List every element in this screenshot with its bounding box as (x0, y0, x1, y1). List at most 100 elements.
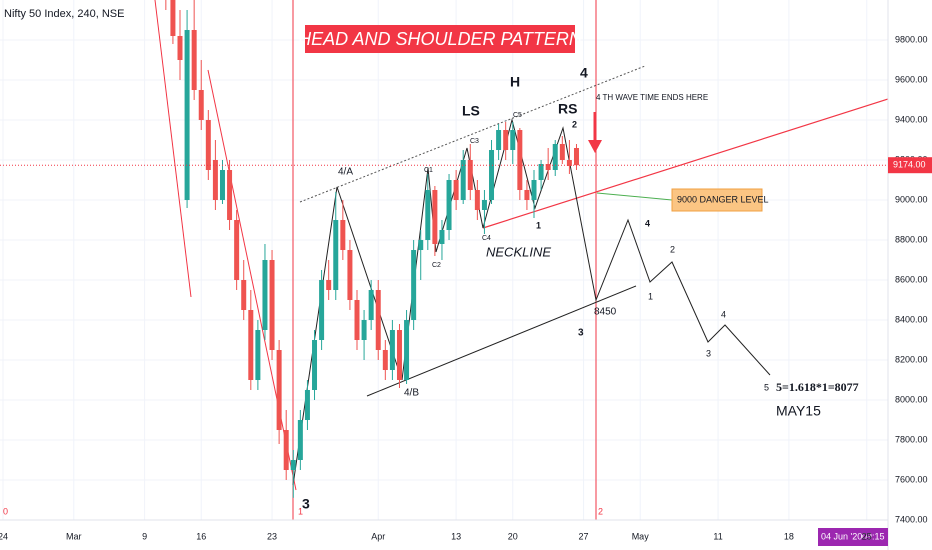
x-tick-label: 9 (142, 531, 147, 541)
candle-body (573, 148, 579, 166)
y-tick-label: 9800.00 (895, 34, 928, 44)
annotation: 3 (578, 328, 584, 339)
candle-body (503, 130, 509, 150)
candle-body (489, 150, 495, 200)
candle-body (411, 250, 417, 320)
candle-body (432, 190, 438, 244)
x-tick-label: Mar (66, 531, 82, 541)
candle-body (297, 420, 303, 460)
candle-body (326, 280, 332, 290)
candle-body (425, 190, 431, 240)
y-tick-label: 9000.00 (895, 194, 928, 204)
candle-body (510, 130, 516, 150)
candle-body (524, 190, 530, 200)
y-tick-label: 8000.00 (895, 394, 928, 404)
y-tick-label: 9400.00 (895, 114, 928, 124)
trend-line (154, 0, 192, 298)
candle-body (219, 170, 225, 200)
last-price-label: 9174.00 (893, 160, 926, 170)
annotation: NECKLINE (486, 244, 551, 259)
candle-body (212, 160, 218, 200)
x-tick-label: Apr (371, 531, 385, 541)
x-tick-label: 27 (579, 531, 589, 541)
annotation: C5 (513, 112, 522, 119)
y-tick-label: 7800.00 (895, 434, 928, 444)
x-tick-label: 23 (267, 531, 277, 541)
candle-body (333, 220, 339, 290)
candle-body (340, 220, 346, 250)
y-tick-label: 8600.00 (895, 274, 928, 284)
candle-body (566, 160, 572, 166)
candle-body (347, 250, 353, 300)
annotation: C2 (432, 262, 441, 269)
candle-body (290, 460, 296, 470)
y-tick-label: 8200.00 (895, 354, 928, 364)
candle-body (205, 120, 211, 170)
candle-body (262, 260, 268, 330)
candle-body (184, 30, 190, 200)
candle-body (404, 320, 410, 380)
annotation: C1 (424, 167, 433, 174)
candle-body (375, 290, 381, 350)
candle-body (276, 350, 282, 430)
drawings (154, 0, 888, 520)
candle-body (396, 330, 402, 380)
y-tick-label: 8800.00 (895, 234, 928, 244)
candle-body (191, 30, 197, 90)
x-tick-label: 24 (0, 531, 8, 541)
pointer-line (596, 192, 673, 201)
chart-title: HEAD AND SHOULDER PATTERN (298, 29, 583, 49)
date-badge-date: 04 Jun '20 (821, 531, 862, 541)
date-badge (818, 528, 888, 546)
x-tick-label: 11 (713, 531, 722, 541)
candle-body (255, 330, 261, 380)
bottom-marker: 2 (598, 506, 603, 516)
candles (165, 0, 579, 498)
candle-body (234, 220, 240, 280)
channel-bottom (366, 285, 637, 397)
candle-body (227, 170, 233, 220)
title-box (305, 25, 575, 53)
annotation: 4 (580, 65, 588, 81)
annotation: MAY15 (776, 403, 821, 419)
annotation: 1 (648, 291, 653, 301)
bottom-marker: 0 (3, 506, 8, 516)
candle-body (283, 430, 289, 470)
annotation: C4 (482, 235, 491, 242)
x-tick-label: 20 (508, 531, 518, 541)
candle-body (304, 390, 310, 420)
annotation: 4/B (404, 388, 419, 399)
x-tick-label: 18 (784, 531, 794, 541)
candle-body (545, 164, 551, 170)
annotation: 3 (302, 496, 310, 512)
candle-body (474, 190, 480, 210)
candle-body (439, 230, 445, 244)
chart-subtitle: Nifty 50 Index, 240, NSE (4, 8, 124, 20)
bottom-marker: 1 (298, 506, 303, 516)
neckline (482, 98, 888, 229)
y-tick-label: 9600.00 (895, 74, 928, 84)
candle-body (446, 180, 452, 230)
annotation: H (510, 74, 520, 90)
candle-body (382, 350, 388, 370)
candle-body (170, 0, 176, 36)
annotation: C3 (470, 138, 479, 145)
candle-body (389, 330, 395, 370)
date-badge-time: 09:15 (862, 531, 885, 541)
candle-body (177, 36, 183, 60)
x-tick-label: 13 (451, 531, 461, 541)
annotation: 2 (572, 119, 577, 129)
candle-body (517, 130, 523, 190)
candle-body (552, 144, 558, 170)
x-tick-label: May (632, 531, 650, 541)
wave-path (292, 118, 771, 486)
candle-body (248, 310, 254, 380)
candle-body (368, 290, 374, 320)
candle-body (241, 280, 247, 310)
candle-body (496, 130, 502, 150)
y-tick-label: 7600.00 (895, 474, 928, 484)
candle-body (531, 180, 537, 200)
candle-body (460, 160, 466, 200)
y-tick-label: 8400.00 (895, 314, 928, 324)
